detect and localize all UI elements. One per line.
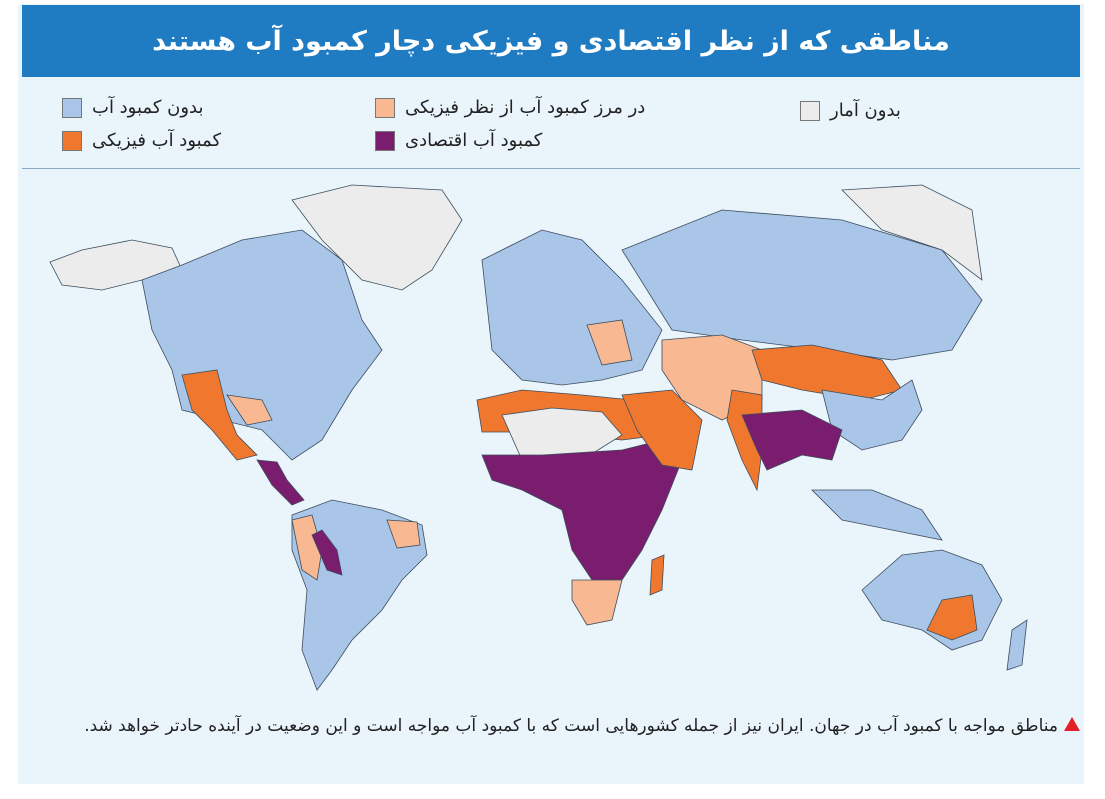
new-zealand: [1006, 619, 1028, 671]
us-west-mexico: [181, 369, 258, 461]
legend-label: کمبود آب اقتصادی: [405, 130, 543, 151]
north-asia-no-data: [841, 184, 983, 281]
indonesia: [811, 489, 943, 541]
australia-se: [926, 594, 978, 641]
legend-item: بدون کمبود آب: [62, 97, 203, 118]
legend-item: کمبود آب فیزیکی: [62, 130, 221, 151]
legend-label: در مرز کمبود آب از نظر فیزیکی: [405, 97, 646, 118]
andes-west: [291, 514, 323, 581]
andes-purple: [311, 529, 343, 576]
us-southwest: [226, 394, 273, 426]
legend-swatch: [62, 130, 82, 151]
legend-swatch: [375, 97, 395, 118]
china-north: [751, 344, 903, 401]
legend-swatch: [62, 97, 82, 118]
brazil-ne: [386, 519, 421, 549]
arabia: [621, 389, 703, 471]
legend-swatch: [375, 130, 395, 151]
legend-item: بدون آمار: [800, 100, 901, 121]
title: مناطقی که از نظر اقتصادی و فیزیکی دچار ک…: [22, 5, 1080, 77]
legend-swatch: [800, 100, 820, 121]
madagascar: [649, 554, 665, 596]
greenland: [291, 184, 463, 291]
central-america: [256, 459, 305, 506]
southern-africa: [571, 579, 623, 626]
legend-label: کمبود آب فیزیکی: [92, 130, 222, 151]
sub-saharan-africa: [481, 439, 683, 581]
caption: مناطق مواجه با کمبود آب در جهان. ایران ن…: [40, 712, 1080, 741]
legend-item: در مرز کمبود آب از نظر فیزیکی: [375, 97, 645, 118]
legend-item: کمبود آب اقتصادی: [375, 130, 542, 151]
separator: [22, 168, 1080, 169]
east-europe: [586, 319, 633, 366]
india-east-sea: [741, 409, 843, 471]
australia: [861, 549, 1003, 651]
legend-label: بدون کمبود آب: [92, 97, 204, 118]
legend-label: بدون آمار: [830, 100, 901, 121]
world-map: [49, 184, 1028, 691]
